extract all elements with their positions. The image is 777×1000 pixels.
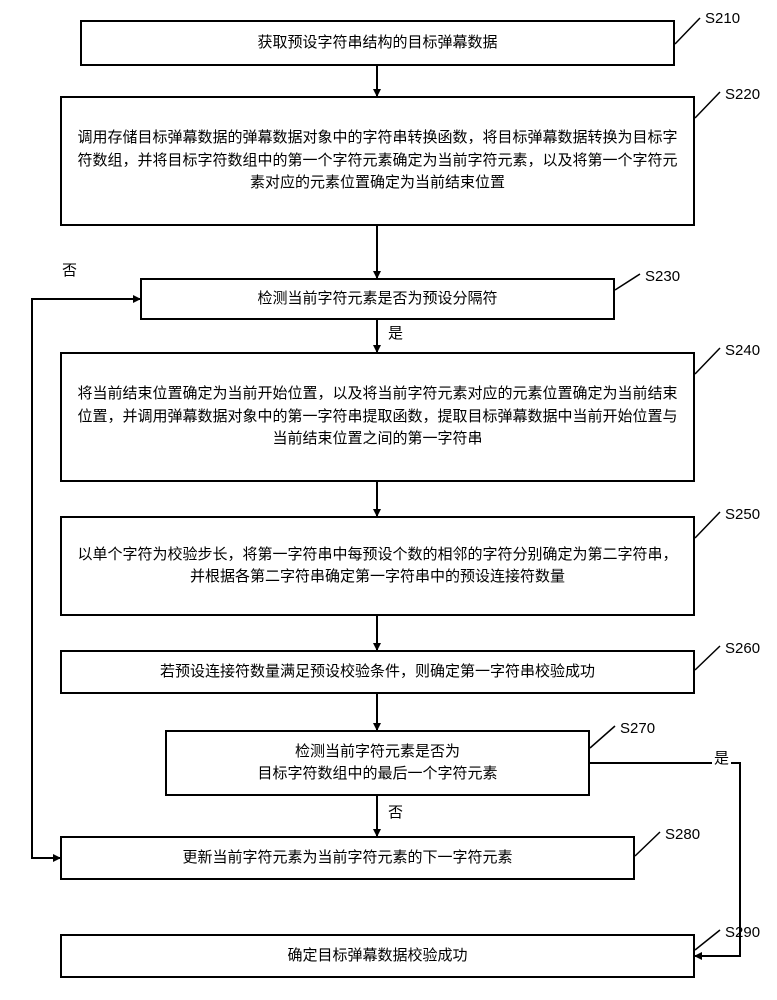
flow-node-s230: 检测当前字符元素是否为预设分隔符 (140, 278, 615, 320)
step-label-s240: S240 (725, 342, 760, 360)
flow-node-s220: 调用存储目标弹幕数据的弹幕数据对象中的字符串转换函数，将目标弹幕数据转换为目标字… (60, 96, 695, 226)
step-label-s290: S290 (725, 924, 760, 942)
step-leader-7 (635, 832, 660, 856)
step-leader-3 (695, 348, 720, 374)
step-leader-4 (695, 512, 720, 538)
flow-node-s290: 确定目标弹幕数据校验成功 (60, 934, 695, 978)
flow-node-text: 更新当前字符元素为当前字符元素的下一字符元素 (182, 847, 512, 870)
edge-label-e10_yes: 是 (712, 750, 731, 768)
flow-node-text: 获取预设字符串结构的目标弹幕数据 (257, 32, 497, 55)
step-label-s230: S230 (645, 268, 680, 286)
edge-label-e8_no: 否 (60, 262, 79, 280)
flow-node-s270: 检测当前字符元素是否为 目标字符数组中的最后一个字符元素 (165, 730, 590, 796)
flow-node-s260: 若预设连接符数量满足预设校验条件，则确定第一字符串校验成功 (60, 650, 695, 694)
flow-node-s210: 获取预设字符串结构的目标弹幕数据 (80, 20, 675, 66)
flow-node-text: 检测当前字符元素是否为 目标字符数组中的最后一个字符元素 (257, 741, 497, 786)
flow-node-s250: 以单个字符为校验步长，将第一字符串中每预设个数的相邻的字符分别确定为第二字符串，… (60, 516, 695, 616)
edge-label-e7: 否 (386, 804, 405, 822)
step-label-s220: S220 (725, 86, 760, 104)
flow-node-text: 将当前结束位置确定为当前开始位置，以及将当前字符元素对应的元素位置确定为当前结束… (72, 383, 683, 451)
step-label-s250: S250 (725, 506, 760, 524)
step-leader-2 (615, 274, 640, 290)
flow-node-text: 以单个字符为校验步长，将第一字符串中每预设个数的相邻的字符分别确定为第二字符串，… (72, 544, 683, 589)
flow-node-s240: 将当前结束位置确定为当前开始位置，以及将当前字符元素对应的元素位置确定为当前结束… (60, 352, 695, 482)
step-label-s210: S210 (705, 10, 740, 28)
flow-node-text: 调用存储目标弹幕数据的弹幕数据对象中的字符串转换函数，将目标弹幕数据转换为目标字… (72, 127, 683, 195)
step-leader-0 (675, 18, 700, 44)
step-leader-5 (695, 646, 720, 670)
step-leader-1 (695, 92, 720, 118)
step-label-s270: S270 (620, 720, 655, 738)
step-leader-6 (590, 726, 615, 748)
step-label-s280: S280 (665, 826, 700, 844)
flow-node-text: 检测当前字符元素是否为预设分隔符 (257, 288, 497, 311)
flow-node-text: 若预设连接符数量满足预设校验条件，则确定第一字符串校验成功 (160, 661, 595, 684)
flow-node-text: 确定目标弹幕数据校验成功 (287, 945, 467, 968)
edge-label-e3: 是 (386, 325, 405, 343)
step-leader-8 (695, 930, 720, 950)
flow-node-s280: 更新当前字符元素为当前字符元素的下一字符元素 (60, 836, 635, 880)
step-label-s260: S260 (725, 640, 760, 658)
flowchart-canvas: 获取预设字符串结构的目标弹幕数据 S210 调用存储目标弹幕数据的弹幕数据对象中的字… (0, 0, 777, 1000)
